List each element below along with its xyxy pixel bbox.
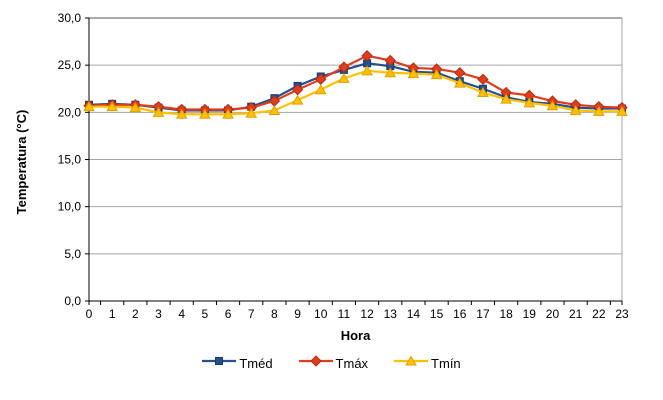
triangle-marker-icon (453, 77, 466, 88)
x-tick-label: 23 (615, 307, 629, 321)
triangle-marker-icon (129, 102, 142, 113)
x-tick-label: 2 (132, 307, 139, 321)
y-tick-label: 20,0 (58, 105, 82, 119)
diamond-marker-icon (454, 67, 466, 79)
x-tick-label: 15 (430, 307, 444, 321)
series-Tmín (83, 65, 628, 119)
legend-item-tmin: Tmín (394, 354, 461, 373)
diamond-marker-icon (309, 355, 322, 367)
diamond-marker-icon (361, 50, 373, 62)
x-tick-label: 18 (499, 307, 513, 321)
triangle-marker-icon (394, 354, 429, 373)
triangle-marker-icon (592, 105, 605, 116)
x-tick-label: 1 (109, 307, 116, 321)
x-tick-label: 8 (271, 307, 278, 321)
triangle-marker-icon (338, 72, 350, 83)
series-line (89, 69, 622, 116)
diamond-marker-icon (338, 61, 350, 73)
triangle-marker-icon (314, 84, 327, 95)
y-tick-label: 5,0 (64, 247, 81, 261)
triangle-marker-icon (106, 101, 119, 112)
triangle-marker-icon (616, 105, 628, 116)
x-tick-label: 22 (592, 307, 606, 321)
y-tick-label: 30,0 (58, 11, 82, 25)
triangle-marker-icon (430, 69, 443, 80)
x-tick-label: 5 (202, 307, 209, 321)
triangle-marker-icon (245, 107, 258, 118)
triangle-marker-icon (500, 93, 513, 104)
triangle-marker-icon (152, 106, 165, 117)
legend-label: Tméd (239, 356, 273, 371)
series-Tmáx (83, 50, 628, 116)
x-tick-label: 19 (523, 307, 537, 321)
triangle-marker-icon (546, 100, 559, 111)
triangle-marker-icon (222, 108, 234, 119)
x-tick-label: 6 (225, 307, 232, 321)
triangle-marker-icon (405, 355, 417, 366)
triangle-marker-icon (384, 67, 397, 78)
legend-label: Tmín (431, 356, 461, 371)
triangle-marker-icon (291, 94, 304, 105)
legend-item-tmed: Tméd (202, 354, 273, 373)
triangle-marker-icon (523, 97, 536, 108)
y-axis-title: Temperatura (°C) (14, 109, 29, 215)
x-tick-label: 4 (178, 307, 185, 321)
y-tick-label: 25,0 (58, 58, 82, 72)
x-tick-label: 0 (86, 307, 93, 321)
triangle-marker-icon (198, 108, 211, 119)
legend-marker-swatch (298, 355, 333, 367)
x-tick-label: 16 (453, 307, 467, 321)
square-marker-icon (202, 354, 237, 373)
triangle-marker-icon (361, 65, 373, 76)
legend-item-tmax: Tmáx (298, 354, 369, 373)
triangle-marker-icon (477, 87, 489, 98)
series-line (88, 54, 623, 111)
legend-marker-swatch (202, 357, 237, 365)
triangle-marker-icon (268, 104, 281, 115)
legend-label: Tmáx (335, 356, 369, 371)
x-tick-label: 21 (569, 307, 583, 321)
x-tick-label: 17 (476, 307, 490, 321)
y-tick-label: 0,0 (64, 294, 81, 308)
x-tick-label: 14 (407, 307, 421, 321)
x-tick-label: 12 (360, 307, 374, 321)
x-tick-label: 9 (294, 307, 301, 321)
y-tick-label: 15,0 (58, 153, 82, 167)
diamond-marker-icon (477, 73, 489, 86)
diamond-marker-icon (298, 354, 333, 373)
x-tick-label: 13 (384, 307, 398, 321)
square-marker-icon (215, 357, 224, 365)
x-tick-label: 3 (155, 307, 162, 321)
y-tick-label: 10,0 (58, 200, 82, 214)
x-axis-title: Hora (340, 328, 371, 343)
x-tick-label: 11 (338, 307, 351, 321)
x-tick-label: 7 (248, 307, 255, 321)
legend-marker-swatch (394, 355, 429, 366)
triangle-marker-icon (83, 101, 95, 112)
x-tick-label: 20 (546, 307, 560, 321)
chart-legend: Tméd Tmáx Tmín (0, 354, 663, 373)
triangle-marker-icon (569, 104, 582, 115)
x-tick-label: 10 (314, 307, 328, 321)
diamond-marker-icon (384, 54, 396, 67)
triangle-marker-icon (407, 68, 420, 79)
triangle-marker-icon (175, 108, 188, 119)
